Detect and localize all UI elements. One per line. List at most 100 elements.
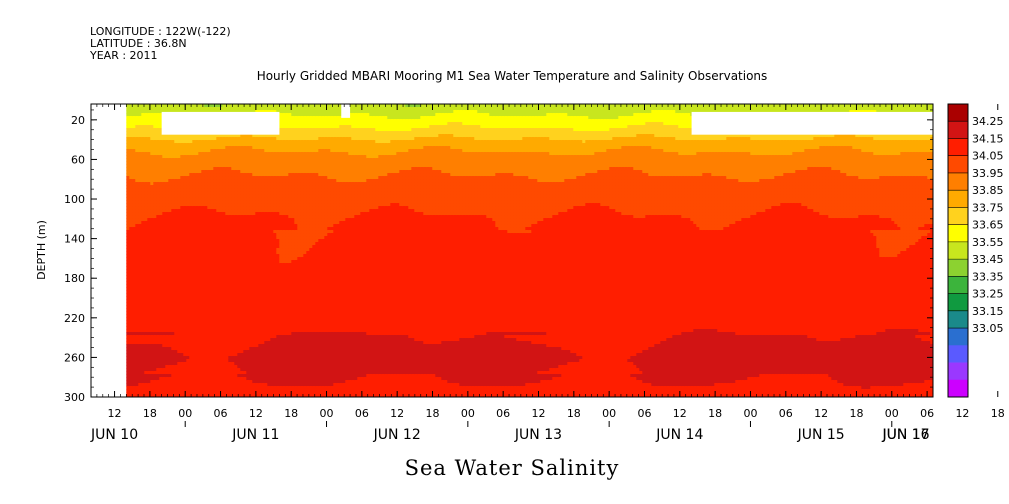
contour-cell [177, 389, 181, 393]
contour-cell [156, 182, 160, 186]
contour-cell [135, 119, 139, 123]
contour-cell [240, 194, 244, 198]
contour-cell [237, 290, 241, 294]
contour-cell [213, 182, 217, 186]
contour-cell [180, 251, 184, 255]
contour-cell [126, 293, 130, 297]
contour-cell [147, 356, 151, 360]
contour-cell [258, 266, 262, 270]
contour-cell [276, 314, 280, 318]
contour-cell [234, 365, 238, 369]
contour-cell [270, 356, 274, 360]
contour-cell [276, 206, 280, 210]
contour-cell [252, 221, 256, 225]
contour-cell [144, 170, 148, 174]
contour-cell [132, 377, 136, 381]
contour-cell [174, 371, 178, 375]
contour-cell [198, 272, 202, 276]
contour-cell [243, 368, 247, 372]
contour-cell [159, 353, 163, 357]
contour-cell [240, 155, 244, 159]
contour-cell [261, 368, 265, 372]
contour-cell [201, 167, 205, 171]
contour-cell [243, 248, 247, 252]
contour-cell [180, 248, 184, 252]
contour-cell [132, 338, 136, 342]
contour-cell [171, 191, 175, 195]
contour-cell [213, 380, 217, 384]
contour-cell [264, 281, 268, 285]
contour-cell [147, 353, 151, 357]
contour-cell [237, 248, 241, 252]
contour-cell [258, 287, 262, 291]
contour-cell [219, 326, 223, 330]
contour-cell [252, 281, 256, 285]
contour-cell [192, 149, 196, 153]
contour-cell [222, 209, 226, 213]
contour-cell [126, 155, 130, 159]
contour-cell [276, 167, 280, 171]
contour-cell [213, 230, 217, 234]
contour-cell [168, 296, 172, 300]
contour-cell [168, 257, 172, 261]
contour-cell [192, 185, 196, 189]
contour-cell [147, 317, 151, 321]
contour-cell [207, 308, 211, 312]
contour-cell [237, 335, 241, 339]
contour-cell [174, 374, 178, 378]
contour-cell [264, 134, 268, 138]
contour-cell [156, 263, 160, 267]
contour-cell [186, 179, 190, 183]
contour-cell [126, 287, 130, 291]
contour-cell [186, 248, 190, 252]
contour-cell [216, 368, 220, 372]
contour-cell [138, 317, 142, 321]
contour-cell [126, 122, 130, 126]
contour-cell [246, 185, 250, 189]
contour-cell [141, 206, 145, 210]
contour-cell [222, 218, 226, 222]
contour-cell [222, 167, 226, 171]
contour-cell [129, 326, 133, 330]
contour-cell [237, 182, 241, 186]
contour-cell [129, 197, 133, 201]
contour-cell [153, 329, 157, 333]
contour-cell [222, 197, 226, 201]
contour-cell [237, 191, 241, 195]
contour-cell [204, 359, 208, 363]
contour-cell [192, 389, 196, 393]
contour-cell [219, 311, 223, 315]
contour-cell [162, 368, 166, 372]
contour-cell [159, 308, 163, 312]
contour-cell [252, 152, 256, 156]
contour-cell [258, 344, 262, 348]
contour-cell [210, 347, 214, 351]
contour-cell [183, 239, 187, 243]
contour-cell [213, 320, 217, 324]
contour-cell [126, 185, 130, 189]
contour-cell [264, 275, 268, 279]
contour-cell [210, 254, 214, 258]
contour-cell [198, 248, 202, 252]
contour-cell [264, 287, 268, 291]
contour-cell [234, 344, 238, 348]
contour-cell [153, 140, 157, 144]
contour-cell [234, 359, 238, 363]
contour-cell [237, 203, 241, 207]
contour-cell [243, 356, 247, 360]
contour-cell [153, 290, 157, 294]
contour-cell [267, 311, 271, 315]
contour-cell [273, 392, 277, 396]
contour-cell [141, 335, 145, 339]
contour-cell [135, 194, 139, 198]
contour-cell [147, 362, 151, 366]
contour-cell [246, 188, 250, 192]
contour-cell [165, 173, 169, 177]
contour-cell [270, 167, 274, 171]
contour-cell [210, 287, 214, 291]
contour-cell [159, 179, 163, 183]
contour-cell [219, 368, 223, 372]
contour-cell [132, 146, 136, 150]
contour-cell [228, 251, 232, 255]
contour-cell [231, 329, 235, 333]
